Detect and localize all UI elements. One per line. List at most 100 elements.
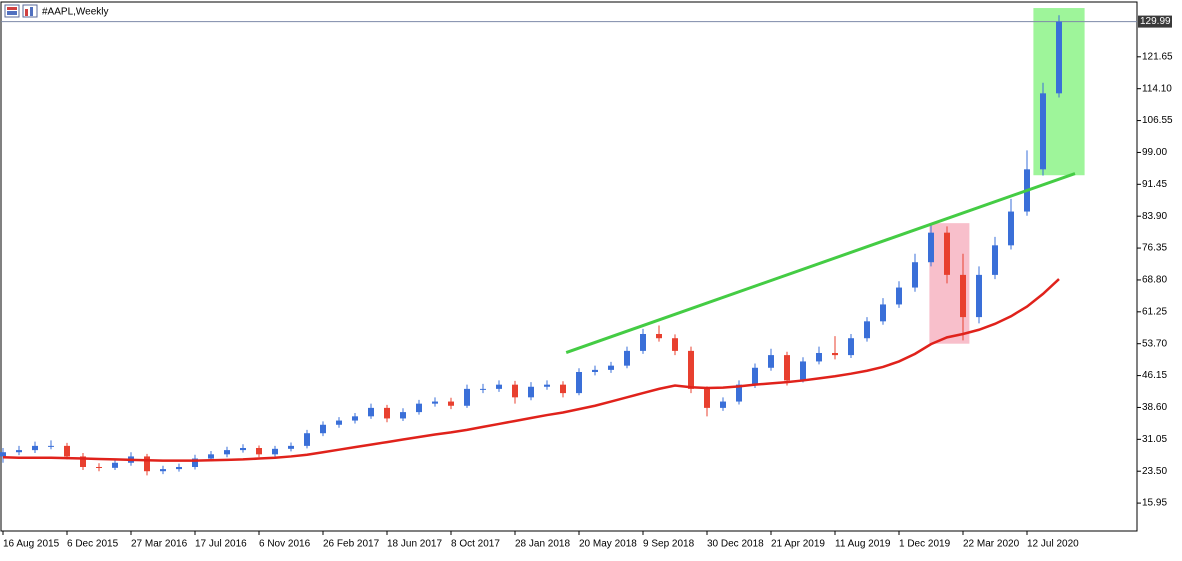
candle-body [960, 274, 966, 318]
icon [7, 11, 17, 15]
candle-body [944, 232, 950, 275]
candle-body [528, 386, 534, 398]
candle-body [864, 321, 870, 339]
candle-body [976, 274, 982, 318]
candle-body [224, 450, 230, 455]
header-icons [4, 4, 38, 18]
x-tick-label: 20 May 2018 [579, 539, 637, 550]
candle-body [992, 245, 998, 275]
candle-body [320, 424, 326, 434]
candle-body [656, 333, 662, 339]
candle-body [16, 450, 22, 453]
candle-body [192, 458, 198, 467]
x-tick-label: 21 Apr 2019 [771, 539, 825, 550]
candle-body [736, 384, 742, 402]
x-tick-label: 11 Aug 2019 [835, 539, 891, 550]
candle-body [0, 452, 6, 457]
candle-body [32, 445, 38, 451]
candle-body [464, 388, 470, 406]
candle-body [480, 388, 486, 390]
candle-body [880, 304, 886, 322]
candle-body [256, 447, 262, 455]
y-tick-label: 76.35 [1142, 243, 1167, 254]
x-tick-label: 8 Oct 2017 [451, 539, 500, 550]
candle-body [752, 367, 758, 385]
candle-body [352, 416, 358, 421]
candle-body [576, 371, 582, 394]
candle-body [624, 350, 630, 366]
trendline [565, 172, 1076, 354]
candle-body [560, 384, 566, 394]
candle-body [208, 454, 214, 459]
candle-body [336, 420, 342, 425]
x-tick-label: 9 Sep 2018 [643, 539, 695, 550]
candle-body [672, 338, 678, 351]
x-tick-label: 30 Dec 2018 [707, 539, 764, 550]
moving-average [2, 278, 1060, 462]
y-tick-label: 99.00 [1142, 147, 1167, 158]
candle-body [400, 412, 406, 419]
candle-body [608, 365, 614, 370]
candle-body [384, 407, 390, 419]
y-tick-label: 61.25 [1142, 306, 1167, 317]
candle-body [1008, 211, 1014, 246]
x-tick-label: 26 Feb 2017 [323, 539, 380, 550]
last-price-box [1138, 15, 1172, 28]
candle-body [96, 466, 102, 468]
candle-body [160, 469, 166, 472]
candle-body [592, 369, 598, 372]
icon [25, 9, 28, 16]
x-tick-label: 16 Aug 2015 [3, 539, 60, 550]
x-tick-label: 27 Mar 2016 [131, 539, 188, 550]
last-price-label: 129.99 [1140, 16, 1171, 27]
candle-body [912, 262, 918, 288]
y-tick-label: 106.55 [1142, 115, 1173, 126]
x-tick-label: 6 Nov 2016 [259, 539, 311, 550]
candle-body [544, 384, 550, 387]
y-tick-label: 53.70 [1142, 338, 1167, 349]
candle-body [240, 447, 246, 451]
y-tick-label: 68.80 [1142, 275, 1167, 286]
candle-body [800, 361, 806, 381]
y-tick-label: 114.10 [1142, 83, 1172, 94]
candle-body [448, 401, 454, 406]
y-tick-label: 83.90 [1142, 211, 1167, 222]
candle-body [272, 448, 278, 455]
candle-body [688, 350, 694, 389]
candle-body [1040, 93, 1046, 170]
x-tick-label: 17 Jul 2016 [195, 539, 247, 550]
candle-body [80, 456, 86, 467]
candle-body [896, 287, 902, 305]
x-tick-label: 18 Jun 2017 [387, 539, 442, 550]
x-tick-label: 1 Dec 2019 [899, 539, 951, 550]
y-tick-label: 46.15 [1142, 370, 1167, 381]
candle-body [848, 338, 854, 356]
candle-body [432, 401, 438, 404]
candle-body [416, 403, 422, 413]
candle-body [496, 384, 502, 389]
x-tick-label: 22 Mar 2020 [963, 539, 1020, 550]
candle-body [64, 445, 70, 457]
candle-body [720, 401, 726, 408]
x-tick-label: 28 Jan 2018 [515, 539, 570, 550]
icon [7, 7, 17, 10]
candle-body [112, 462, 118, 468]
y-tick-label: 91.45 [1142, 179, 1167, 190]
candle-body [832, 352, 838, 356]
candle-body [288, 445, 294, 449]
y-tick-label: 15.95 [1142, 498, 1167, 509]
y-tick-label: 31.05 [1142, 434, 1167, 445]
x-tick-label: 6 Dec 2015 [67, 539, 119, 550]
candle-body [304, 433, 310, 446]
candle-body [48, 445, 54, 447]
candle-body [816, 352, 822, 362]
y-tick-label: 23.50 [1142, 466, 1167, 477]
candle-body [704, 388, 710, 408]
y-tick-label: 38.60 [1142, 402, 1167, 413]
y-tick-label: 121.65 [1142, 51, 1173, 62]
candle-body [640, 333, 646, 351]
icon [30, 7, 33, 16]
candle-body [176, 466, 182, 470]
candle-body [368, 407, 374, 417]
